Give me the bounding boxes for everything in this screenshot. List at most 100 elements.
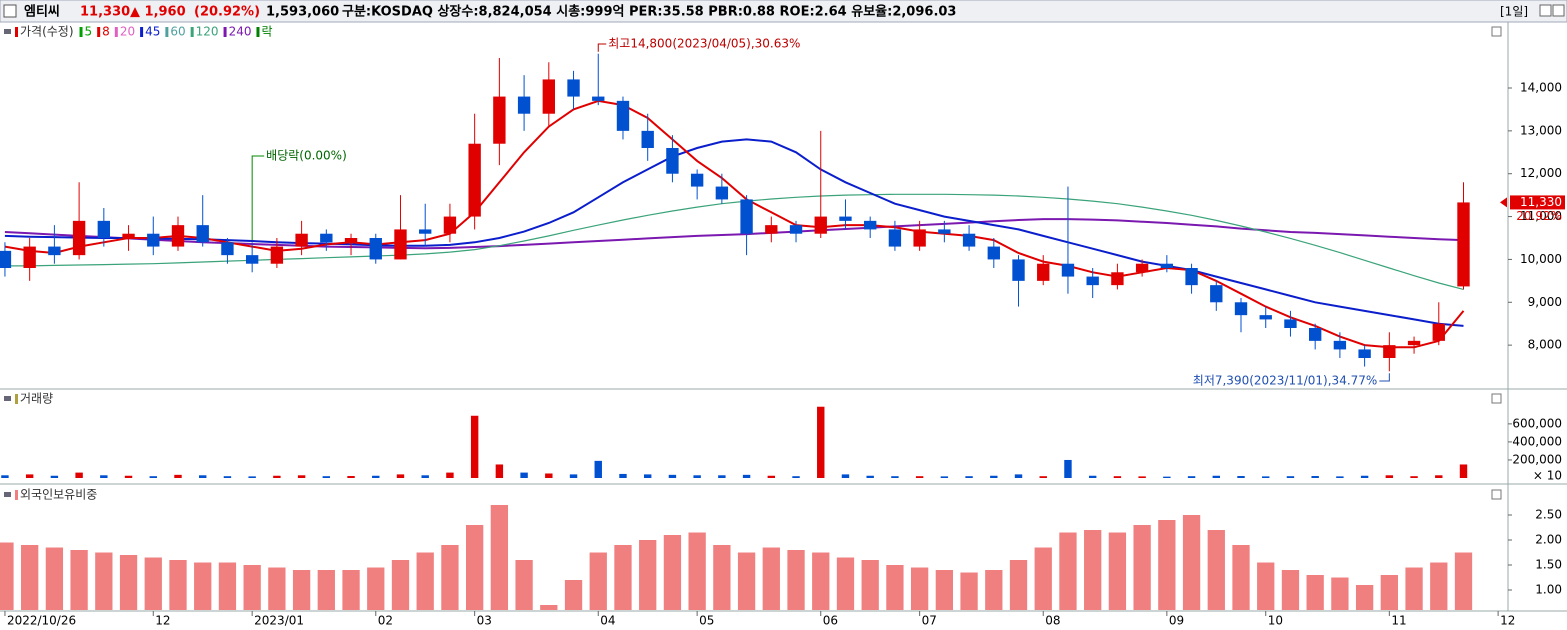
- legend-marker: [79, 27, 83, 37]
- holding-bar: [515, 560, 533, 610]
- volume-bar: [50, 475, 59, 478]
- change: ▲ 1,960: [130, 5, 186, 20]
- candle-body: [147, 233, 160, 247]
- volume-bar: [1311, 476, 1319, 478]
- candle-body: [443, 216, 457, 234]
- holding-bar: [119, 555, 138, 610]
- holding-bar: [935, 570, 954, 610]
- period[interactable]: [1일]: [1500, 5, 1528, 19]
- panel-button[interactable]: [1491, 26, 1502, 37]
- close-button[interactable]: [1552, 4, 1565, 17]
- annotation: 배당락(0.00%): [266, 149, 347, 163]
- holding-bar: [639, 540, 657, 610]
- candle-body: [122, 233, 135, 238]
- holding-bar: [1380, 575, 1398, 610]
- volume-bar: [1360, 475, 1369, 478]
- volume-bar: [1014, 474, 1023, 478]
- volume-bar: [1459, 464, 1468, 478]
- x-tick-label: 08: [1045, 614, 1060, 628]
- candle-body: [1210, 285, 1223, 303]
- legend-label: 5: [85, 25, 93, 39]
- moving-average-line: [4, 218, 1464, 250]
- volume-bar: [1385, 475, 1394, 478]
- info: 구분:KOSDAQ 상장수:8,824,054 시총:999억 PER:35.5…: [342, 4, 956, 20]
- holding-bar: [1281, 570, 1300, 610]
- holding-bar: [1034, 547, 1052, 610]
- volume-bar: [594, 460, 602, 478]
- candle-body: [962, 233, 976, 247]
- holding-bar: [1108, 532, 1127, 610]
- legend-label: 20: [120, 25, 135, 39]
- volume-bar: [915, 476, 924, 478]
- volume-bar: [100, 475, 108, 478]
- candle-body: [938, 229, 951, 234]
- window-button[interactable]: [1539, 4, 1552, 17]
- holding-bar: [21, 545, 39, 610]
- volume-bar: [1138, 476, 1146, 478]
- holding-bar: [194, 562, 212, 610]
- holding-bar: [836, 557, 855, 610]
- x-tick-label: 07: [922, 614, 937, 628]
- candle-body: [839, 216, 852, 221]
- panel-button[interactable]: [1491, 393, 1502, 404]
- candle-body: [72, 220, 86, 256]
- holding-bar: [1257, 562, 1275, 610]
- x-tick-label: 02: [378, 614, 393, 628]
- x-tick-label: 09: [1169, 614, 1184, 628]
- volume-bar: [1262, 476, 1270, 478]
- volume-bar: [124, 475, 133, 478]
- x-tick-label: 06: [823, 614, 838, 628]
- holding-bar: [1430, 562, 1448, 610]
- holding-bar: [268, 567, 286, 610]
- candle-body: [1457, 202, 1470, 287]
- x-tick-label: 12: [1500, 614, 1515, 628]
- legend-label: 락: [261, 25, 272, 39]
- annotation-arrow: [1379, 373, 1390, 382]
- annotation: 최고14,800(2023/04/05),30.63%: [608, 37, 800, 51]
- candle-body: [320, 233, 333, 243]
- holding-bar: [243, 565, 261, 610]
- volume-bar: [693, 475, 701, 478]
- volume-bar: [223, 476, 232, 478]
- candle-body: [789, 225, 803, 234]
- holding-bar: [0, 542, 14, 610]
- volume-bar: [495, 464, 504, 478]
- legend-label: 240: [229, 25, 252, 39]
- holding-bar: [564, 580, 583, 610]
- candle-body: [1333, 340, 1347, 350]
- candle-body: [419, 229, 432, 234]
- holding-bar: [1009, 560, 1028, 610]
- checkbox[interactable]: [3, 4, 17, 18]
- candle-body: [987, 246, 1000, 260]
- volume-bar: [619, 473, 627, 478]
- holding-bar: [762, 547, 780, 610]
- y-tick-label: 13,000: [1520, 123, 1562, 137]
- legend-label: 120: [196, 25, 219, 39]
- volume-bar: [174, 474, 182, 478]
- candle-body: [1185, 268, 1198, 286]
- candle-body: [245, 255, 259, 264]
- holding-bar: [910, 567, 929, 610]
- volume-bar: [1187, 476, 1196, 478]
- candle-body: [592, 96, 605, 101]
- x-tick-label: 04: [600, 614, 615, 628]
- legend-marker: [190, 27, 194, 37]
- candle-body: [48, 246, 61, 256]
- candle-body: [97, 220, 111, 238]
- holding-bar: [960, 572, 978, 610]
- x-tick-label: 2022/10/26: [7, 614, 76, 628]
- panel-icon: [4, 492, 11, 497]
- volume-bar: [520, 472, 528, 478]
- volume-bar: [470, 415, 479, 478]
- candle-body: [740, 199, 753, 234]
- panel-title: 외국인보유비중: [20, 488, 97, 502]
- volume-bar: [25, 474, 34, 478]
- legend-marker: [256, 27, 260, 37]
- candle-body: [369, 238, 382, 260]
- panel-button[interactable]: [1491, 489, 1502, 500]
- holding-bar: [1355, 585, 1374, 610]
- holding-bar: [1158, 520, 1176, 610]
- holding-bar: [45, 547, 64, 610]
- holding-bar: [861, 560, 879, 610]
